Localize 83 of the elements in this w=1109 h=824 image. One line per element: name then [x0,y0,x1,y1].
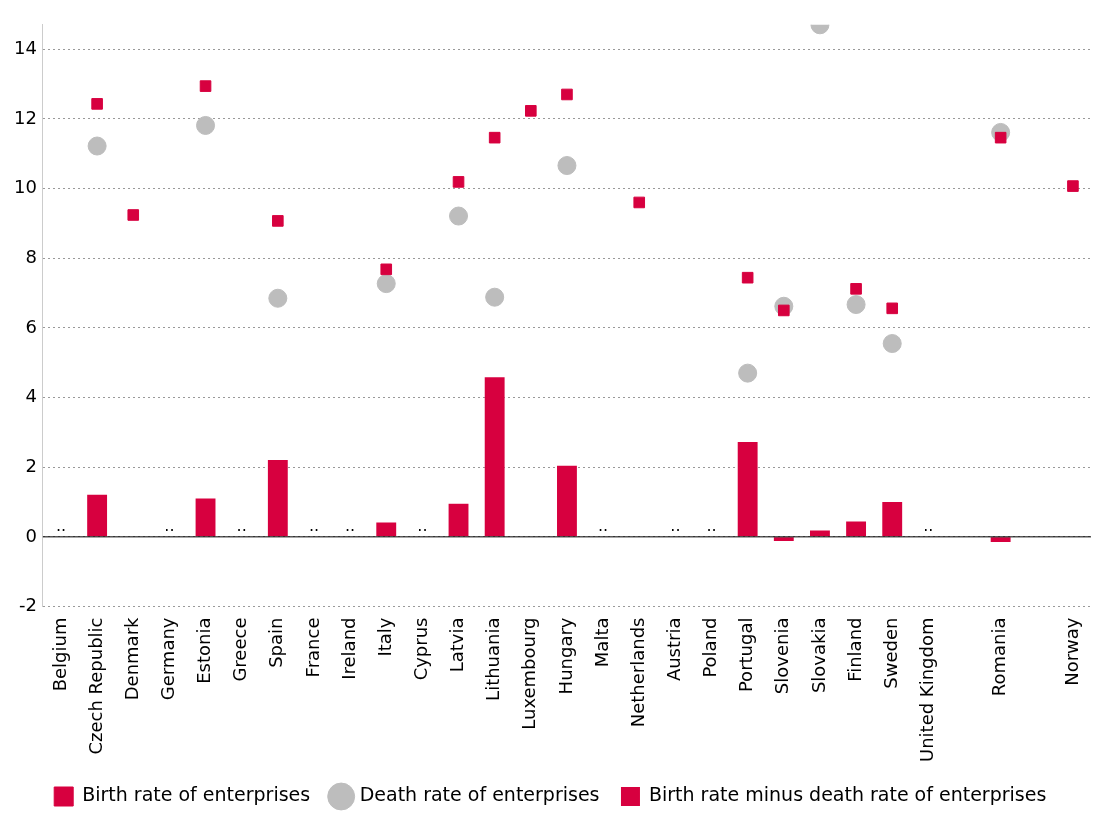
x-tick-label: Greece [229,617,251,682]
x-tick-label: Romania [988,617,1010,697]
point [561,88,573,101]
y-tick-label: 4 [25,385,37,407]
x-tick-label: Malta [590,617,612,668]
bar [195,498,216,537]
x-tick-label: Austria [663,617,685,682]
x-tick-label: Slovakia [807,617,829,694]
x-tick-label: Ireland [337,617,359,680]
text: .. [923,516,934,536]
point [525,105,537,117]
point [557,156,577,176]
bar [882,502,903,537]
x-tick-label: Cyprus [410,617,432,681]
x-tick-label: Czech Republic [84,617,106,755]
y-tick-label: 14 [14,36,37,58]
text: .. [55,516,67,536]
point [886,302,899,315]
x-tick-label: Portugal [735,617,757,693]
text: .. [164,516,175,536]
bar [376,522,397,537]
x-tick-label: Netherlands [626,617,648,728]
text: .. [236,516,247,536]
y-tick-label: 0 [25,524,37,546]
text: .. [345,516,356,536]
point [882,334,902,354]
point [1067,180,1079,192]
point [196,115,216,135]
y-tick-label: 8 [25,245,37,267]
legend-label: Death rate of enterprises [359,783,600,806]
x-tick-label: Italy [373,617,395,657]
y-tick-label: -2 [18,594,37,616]
x-tick-label: Latvia [446,617,468,673]
text: .. [308,516,320,536]
x-tick-label: France [301,617,323,678]
y-tick-label: 6 [25,315,37,337]
x-tick-label: Norway [1060,617,1082,686]
bar [448,503,469,537]
x-tick-label: Estonia [193,617,215,684]
point [127,209,140,221]
bar [87,494,108,537]
text: .. [598,516,609,536]
x-tick-label: Luxembourg [518,617,540,730]
point [846,295,866,315]
y-tick-label: 10 [14,176,37,198]
point [87,136,107,156]
bar [846,521,867,537]
bar [557,465,577,537]
point [268,288,288,308]
point [452,176,465,188]
point [449,206,469,226]
text: .. [706,516,717,536]
x-tick-label: Spain [265,617,287,668]
x-tick-label: Belgium [48,617,70,692]
point [738,363,758,383]
x-tick-label: Sweden [879,617,901,689]
point [850,283,862,295]
point [376,274,396,294]
x-tick-label: Slovenia [771,617,793,695]
point [485,287,505,307]
point [91,98,103,110]
legend-label: Birth rate of enterprises [82,783,311,806]
y-tick-label: 2 [25,454,37,476]
bar [737,442,758,537]
legend-label: Birth rate minus death rate of enterprises [648,783,1047,806]
point [633,196,646,209]
text: .. [417,516,428,536]
x-tick-label: Finland [843,617,865,682]
point [741,271,754,284]
x-tick-label: Hungary [554,617,576,695]
bar [484,377,505,537]
y-tick-label: 12 [14,106,37,128]
x-tick-label: Lithuania [482,617,504,701]
point [272,215,284,227]
point [488,131,501,144]
x-tick-label: Poland [699,617,721,678]
x-tick-label: United Kingdom [916,617,938,763]
text: .. [670,516,681,536]
point [380,263,393,276]
bar [267,459,288,537]
point [199,80,212,92]
x-tick-label: Germany [157,617,179,701]
x-tick-label: Denmark [120,616,142,701]
